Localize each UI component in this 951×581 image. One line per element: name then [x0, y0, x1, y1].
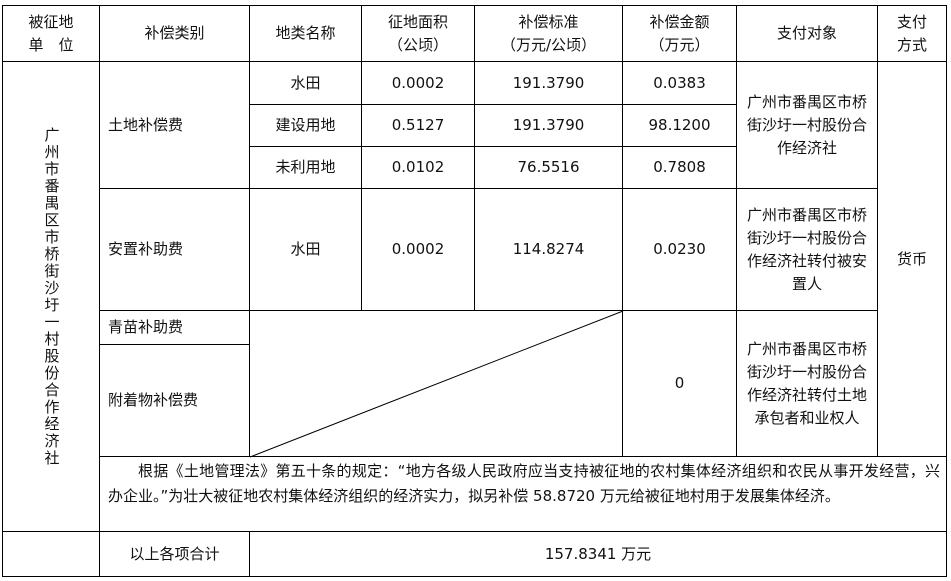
attachments-payee: 广州市番禺区市桥街沙圩一村股份合作经济社转付土地承包者和业权人 [736, 310, 878, 457]
unit-name: 广州市番禺区市桥街沙圩一村股份合作经济社 [42, 126, 61, 467]
resettlement-area: 0.0002 [361, 188, 475, 311]
legal-note: 根据《土地管理法》第五十条的规定：“地方各级人民政府应当支持被征地的农村集体经济… [99, 456, 947, 532]
land-payee: 广州市番禺区市桥街沙圩一村股份合作经济社 [736, 61, 878, 189]
land-area: 0.5127 [361, 104, 475, 147]
land-standard: 191.3790 [474, 61, 623, 105]
land-area: 0.0002 [361, 61, 475, 105]
land-amount: 98.1200 [622, 104, 737, 147]
land-standard: 76.5516 [474, 146, 623, 189]
header-amount: 补偿金额 （万元） [622, 5, 737, 62]
land-standard: 191.3790 [474, 104, 623, 147]
resettlement-standard: 114.8274 [474, 188, 623, 311]
total-empty-cell [2, 531, 100, 577]
land-amount: 0.0383 [622, 61, 737, 105]
diagonal-line [250, 311, 624, 458]
total-value: 157.8341 万元 [249, 531, 947, 577]
header-standard: 补偿标准 （万元/公顷） [474, 5, 623, 62]
header-area: 征地面积 （公顷） [361, 5, 475, 62]
header-method: 支付 方式 [877, 5, 947, 62]
land-type: 水田 [249, 61, 362, 105]
diagonal-empty-cell [249, 310, 624, 458]
land-area: 0.0102 [361, 146, 475, 189]
attachments-amount: 0 [622, 310, 737, 457]
resettlement-type: 水田 [249, 188, 362, 311]
land-compensation-label: 土地补偿费 [99, 61, 250, 189]
header-unit: 被征地 单 位 [2, 5, 100, 62]
resettlement-payee: 广州市番禺区市桥街沙圩一村股份合作经济社转付被安置人 [736, 188, 878, 311]
land-type: 未利用地 [249, 146, 362, 189]
attachments-label: 附着物补偿费 [99, 344, 250, 457]
unit-name-cell: 广州市番禺区市桥街沙圩一村股份合作经济社 [2, 61, 100, 532]
land-type: 建设用地 [249, 104, 362, 147]
resettlement-amount: 0.0230 [622, 188, 737, 311]
crops-label: 青苗补助费 [99, 310, 250, 345]
payment-method: 货币 [877, 61, 947, 457]
header-payee: 支付对象 [736, 5, 878, 62]
land-amount: 0.7808 [622, 146, 737, 189]
resettlement-label: 安置补助费 [99, 188, 250, 311]
header-land-type: 地类名称 [249, 5, 362, 62]
total-label: 以上各项合计 [99, 531, 250, 577]
header-category: 补偿类别 [99, 5, 250, 62]
